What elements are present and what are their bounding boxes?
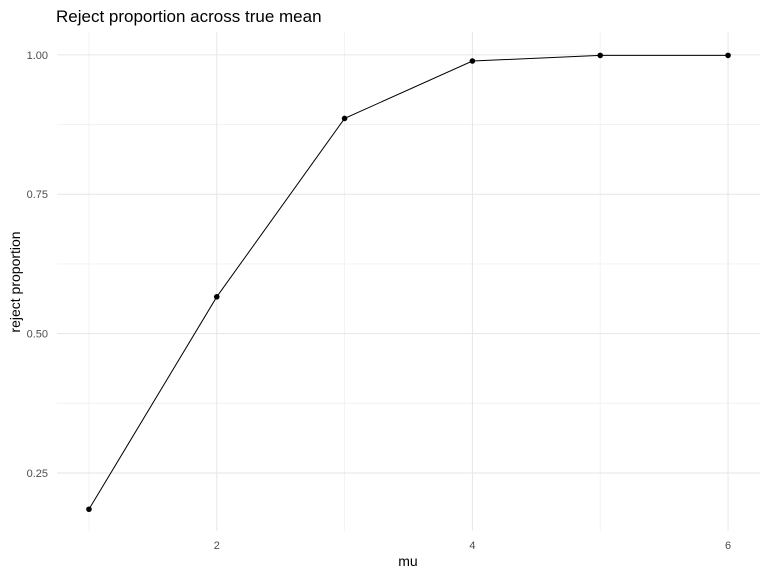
x-tick-label: 2	[214, 540, 220, 552]
chart-title: Reject proportion across true mean	[56, 7, 322, 26]
data-point	[469, 58, 476, 64]
data-point	[341, 115, 348, 122]
y-tick-label: 0.75	[27, 189, 48, 201]
data-point	[725, 52, 731, 59]
x-tick-label: 4	[469, 540, 475, 552]
y-tick-label: 0.50	[27, 329, 48, 341]
x-tick-label: 6	[725, 540, 731, 552]
data-point	[597, 52, 604, 59]
x-axis-title: mu	[398, 553, 417, 569]
ticks-layer: 2 4 6 0.25 0.50 0.75 1.00	[27, 50, 732, 552]
y-tick-label: 0.25	[27, 468, 48, 480]
y-tick-label: 1.00	[27, 50, 48, 62]
data-point	[213, 294, 220, 300]
data-point	[86, 506, 92, 513]
series-layer	[86, 52, 731, 513]
grid-layer	[57, 32, 760, 531]
series-line	[88, 54, 729, 510]
y-axis-title: reject proportion	[7, 231, 23, 332]
